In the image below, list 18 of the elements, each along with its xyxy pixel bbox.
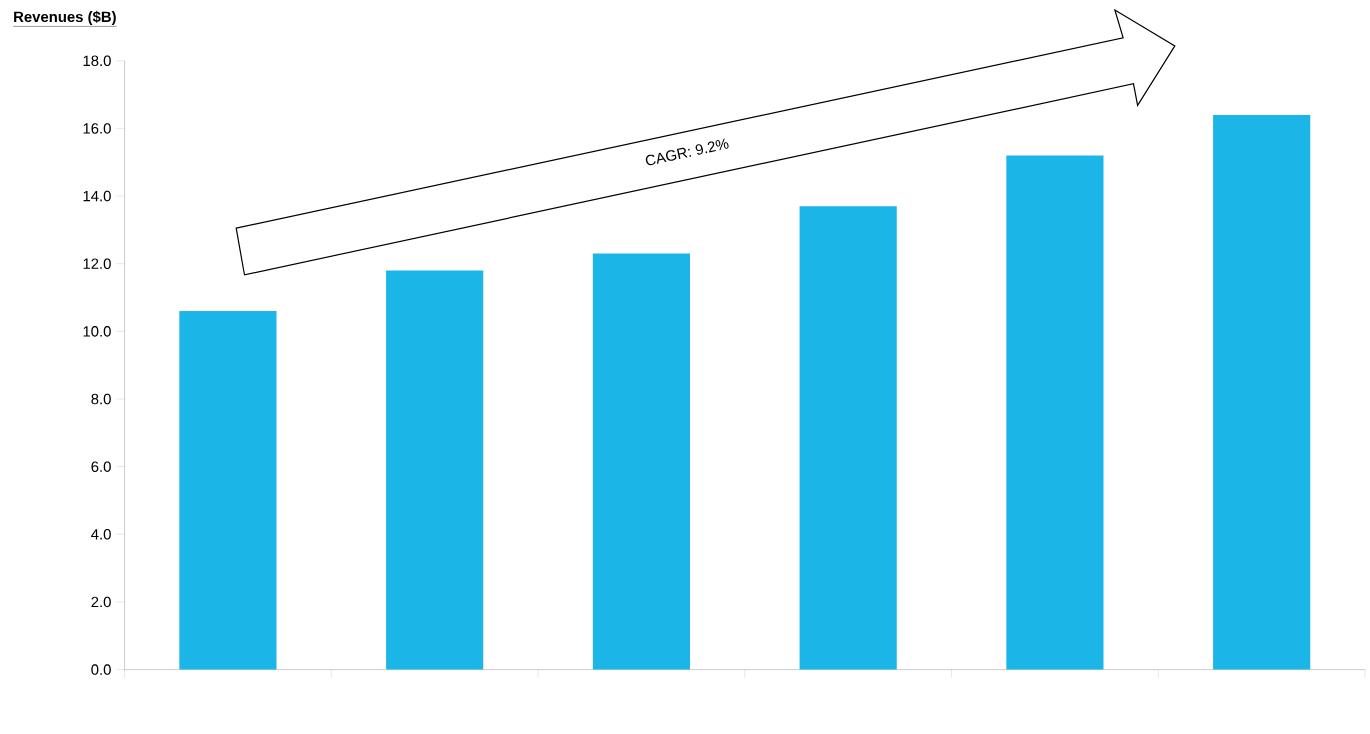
chart-title: Revenues ($B)	[14, 10, 116, 25]
bar	[179, 310, 277, 670]
y-tick-label: 0.0	[91, 664, 111, 675]
y-tick-label: 14.0	[83, 190, 111, 202]
y-tick-label: 2.0	[91, 596, 111, 608]
y-tick-label: 18.0	[83, 55, 111, 66]
y-tick-label: 6.0	[91, 461, 111, 472]
bar	[386, 270, 484, 670]
bar	[1006, 155, 1104, 670]
bar	[799, 206, 897, 670]
y-tick-label: 12.0	[83, 258, 111, 269]
y-tick-label: 4.0	[91, 528, 111, 540]
bar	[592, 253, 691, 670]
y-tick-label: 8.0	[91, 393, 111, 405]
annotation: CAGR: 9.2%	[645, 138, 729, 166]
bar	[1213, 114, 1311, 670]
y-tick-label: 10.0	[83, 325, 111, 337]
y-tick-label: 16.0	[83, 122, 111, 134]
